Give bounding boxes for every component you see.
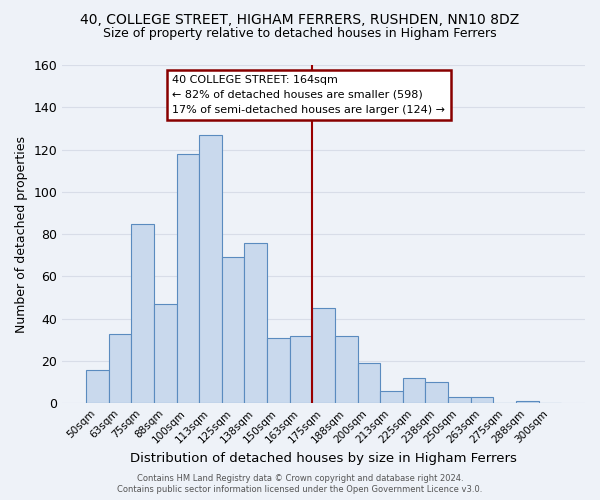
X-axis label: Distribution of detached houses by size in Higham Ferrers: Distribution of detached houses by size … xyxy=(130,452,517,465)
Bar xyxy=(222,258,244,404)
Bar xyxy=(380,390,403,404)
Bar xyxy=(86,370,109,404)
Bar xyxy=(471,397,493,404)
Bar xyxy=(290,336,313,404)
Bar xyxy=(358,363,380,404)
Bar xyxy=(154,304,176,404)
Text: 40, COLLEGE STREET, HIGHAM FERRERS, RUSHDEN, NN10 8DZ: 40, COLLEGE STREET, HIGHAM FERRERS, RUSH… xyxy=(80,12,520,26)
Bar xyxy=(403,378,425,404)
Bar xyxy=(267,338,290,404)
Bar xyxy=(335,336,358,404)
Bar xyxy=(313,308,335,404)
Bar xyxy=(244,242,267,404)
Text: Size of property relative to detached houses in Higham Ferrers: Size of property relative to detached ho… xyxy=(103,28,497,40)
Y-axis label: Number of detached properties: Number of detached properties xyxy=(15,136,28,332)
Bar xyxy=(516,401,539,404)
Bar xyxy=(199,135,222,404)
Text: 40 COLLEGE STREET: 164sqm
← 82% of detached houses are smaller (598)
17% of semi: 40 COLLEGE STREET: 164sqm ← 82% of detac… xyxy=(172,75,445,115)
Bar xyxy=(131,224,154,404)
Bar xyxy=(176,154,199,404)
Bar xyxy=(425,382,448,404)
Text: Contains HM Land Registry data © Crown copyright and database right 2024.
Contai: Contains HM Land Registry data © Crown c… xyxy=(118,474,482,494)
Bar xyxy=(448,397,471,404)
Bar xyxy=(109,334,131,404)
